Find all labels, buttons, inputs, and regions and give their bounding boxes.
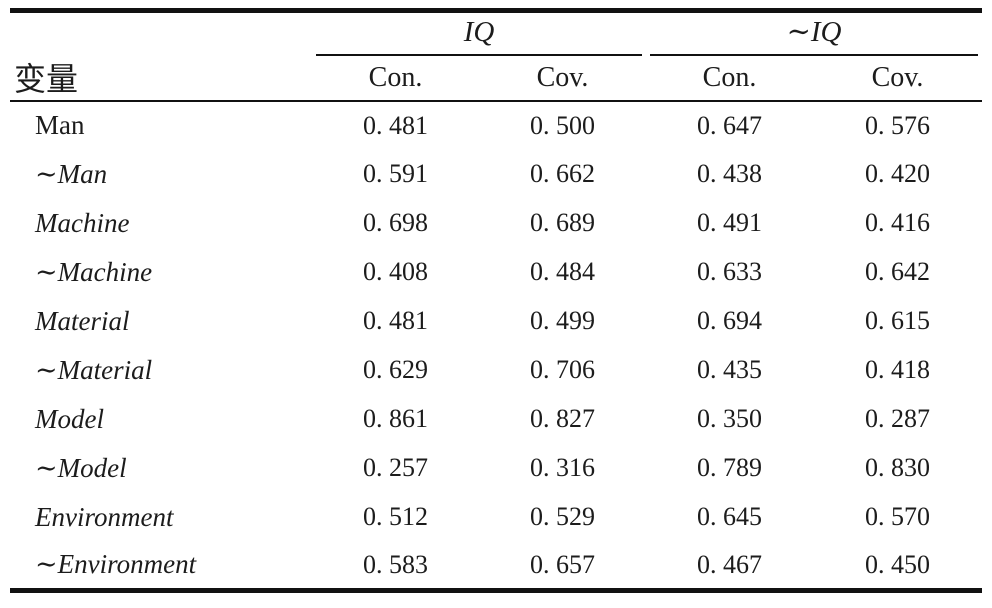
cell-value: 0. 450 xyxy=(865,549,931,579)
table-body: Man 0. 481 0. 500 0. 647 0. 576 ∼Man 0. 591 0. … xyxy=(10,101,982,591)
group-header-not-iq: ∼IQ xyxy=(650,14,979,56)
group-header-iq: IQ xyxy=(316,16,643,56)
cell-value: 0. 689 xyxy=(530,208,595,237)
table-row: ∼Material 0. 629 0. 706 0. 435 0. 418 xyxy=(10,346,982,395)
cell-value: 0. 633 xyxy=(697,257,763,286)
table-row: Material 0. 481 0. 499 0. 694 0. 615 xyxy=(10,297,982,346)
row-label: Model xyxy=(35,403,104,434)
cell-value: 0. 591 xyxy=(363,159,428,188)
cell-value: 0. 570 xyxy=(865,502,931,531)
cell-value: 0. 418 xyxy=(865,355,931,384)
table-row: Machine 0. 698 0. 689 0. 491 0. 416 xyxy=(10,199,982,248)
cell-value: 0. 481 xyxy=(363,306,428,335)
row-label: Man xyxy=(35,110,85,140)
row-label: ∼Machine xyxy=(35,256,153,287)
table-row: ∼Machine 0. 408 0. 484 0. 633 0. 642 xyxy=(10,248,982,297)
cell-value: 0. 316 xyxy=(530,453,595,482)
cell-value: 0. 484 xyxy=(530,257,595,286)
cell-value: 0. 491 xyxy=(697,208,763,237)
variable-column-header: 变量 xyxy=(10,10,312,102)
group-header-not-iq-cell: ∼IQ xyxy=(646,11,982,56)
cell-value: 0. 583 xyxy=(363,549,428,579)
cell-value: 0. 435 xyxy=(697,355,763,384)
cell-value: 0. 420 xyxy=(865,159,931,188)
cell-value: 0. 642 xyxy=(865,257,931,286)
cell-value: 0. 408 xyxy=(363,257,428,286)
cell-value: 0. 789 xyxy=(697,453,763,482)
cell-value: 0. 706 xyxy=(530,355,595,384)
cell-value: 0. 512 xyxy=(363,502,428,531)
table-row: Man 0. 481 0. 500 0. 647 0. 576 xyxy=(10,101,982,150)
table-row: ∼Model 0. 257 0. 316 0. 789 0. 830 xyxy=(10,444,982,493)
cell-value: 0. 576 xyxy=(865,110,931,140)
row-label: Machine xyxy=(35,207,130,238)
row-label: ∼Environment xyxy=(35,549,197,580)
cell-value: 0. 467 xyxy=(697,549,763,579)
cell-value: 0. 257 xyxy=(363,453,428,482)
subheader-iq-consistency: Con. xyxy=(312,55,479,102)
cell-value: 0. 694 xyxy=(697,306,763,335)
cell-value: 0. 698 xyxy=(363,208,428,237)
cell-value: 0. 615 xyxy=(865,306,931,335)
cell-value: 0. 500 xyxy=(530,110,595,140)
subheader-notiq-consistency: Con. xyxy=(646,55,814,102)
cell-value: 0. 827 xyxy=(530,404,595,433)
row-label: Environment xyxy=(35,501,174,532)
table-row: Environment 0. 512 0. 529 0. 645 0. 570 xyxy=(10,493,982,542)
table-row: ∼Environment 0. 583 0. 657 0. 467 0. 450 xyxy=(10,542,982,591)
cell-value: 0. 416 xyxy=(865,208,931,237)
cell-value: 0. 830 xyxy=(865,453,931,482)
cell-value: 0. 481 xyxy=(363,110,428,140)
subheader-row: Con. Cov. Con. Cov. xyxy=(10,55,983,102)
cell-value: 0. 645 xyxy=(697,502,763,531)
subheader-notiq-coverage: Cov. xyxy=(813,55,983,102)
group-header-row: 变量 IQ ∼IQ xyxy=(10,10,982,102)
cell-value: 0. 350 xyxy=(697,404,763,433)
subheader-iq-coverage: Cov. xyxy=(479,55,647,102)
table-header: 变量 IQ ∼IQ Con. Cov. Con. Cov. xyxy=(10,10,983,102)
row-label: ∼Man xyxy=(35,158,108,189)
cell-value: 0. 647 xyxy=(697,110,763,140)
row-label: Material xyxy=(35,305,130,336)
cell-value: 0. 662 xyxy=(530,159,595,188)
table-row: Model 0. 861 0. 827 0. 350 0. 287 xyxy=(10,395,982,444)
cell-value: 0. 861 xyxy=(363,404,428,433)
cell-value: 0. 438 xyxy=(697,159,763,188)
cell-value: 0. 629 xyxy=(363,355,428,384)
cell-value: 0. 287 xyxy=(865,404,931,433)
row-label: ∼Model xyxy=(35,452,127,483)
table-row: ∼Man 0. 591 0. 662 0. 438 0. 420 xyxy=(10,150,982,199)
cell-value: 0. 499 xyxy=(530,306,595,335)
qca-results-table: 变量 IQ ∼IQ Con. Cov. Con. Cov. Man 0. 481 0… xyxy=(10,8,983,593)
row-label: ∼Material xyxy=(35,354,153,385)
group-header-iq-cell: IQ xyxy=(312,11,646,56)
cell-value: 0. 529 xyxy=(530,502,595,531)
cell-value: 0. 657 xyxy=(530,549,595,579)
